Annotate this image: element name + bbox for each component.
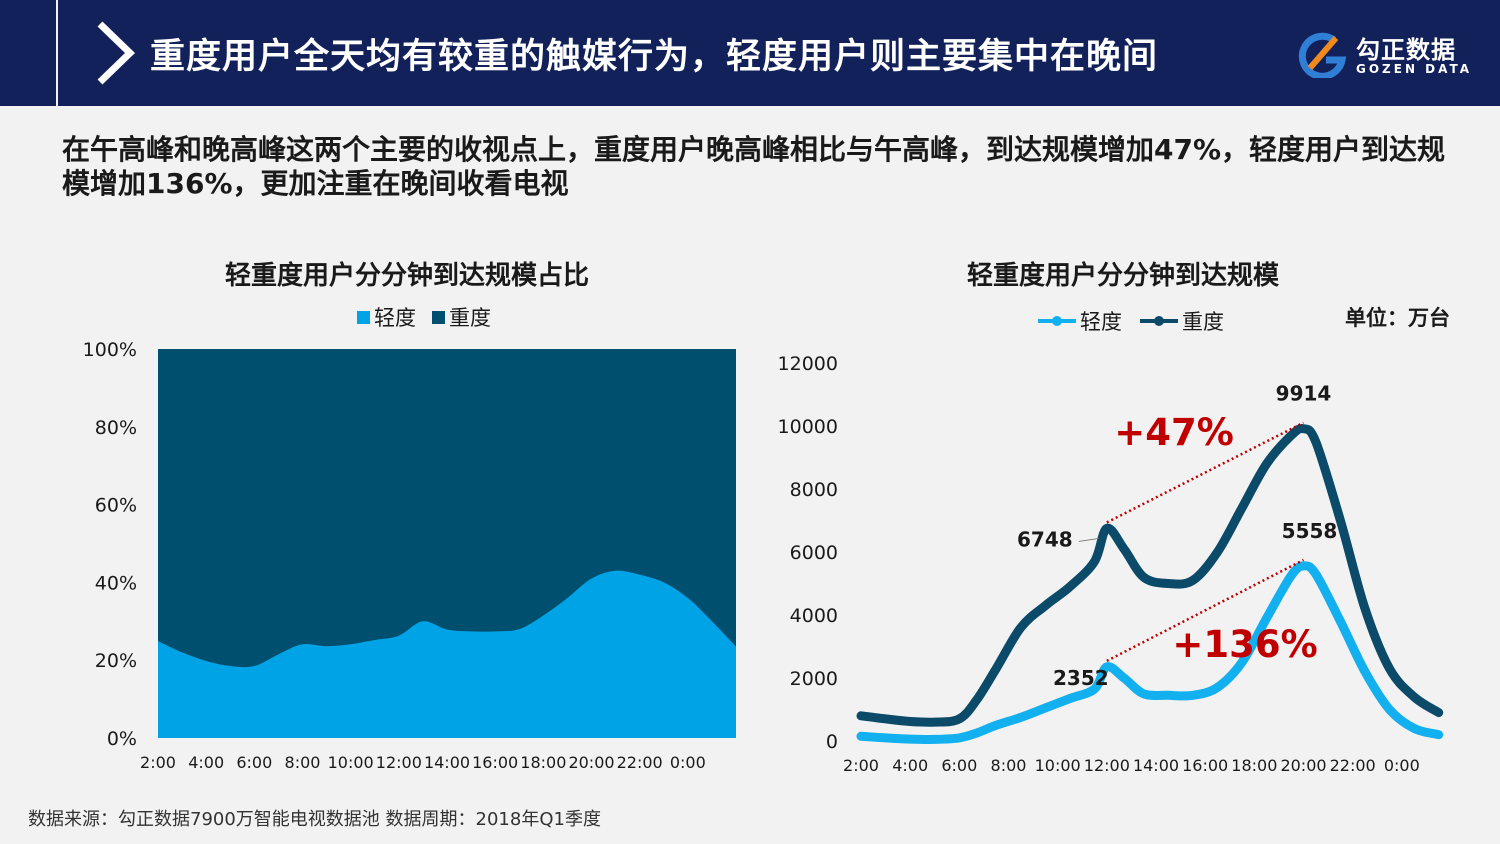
- line-series-light: [856, 561, 1444, 744]
- x-tick-label: 14:00: [1133, 756, 1179, 775]
- legend-label-light: 轻度: [374, 306, 416, 330]
- legend-line-light: [1038, 316, 1076, 326]
- y-tick-label: 2000: [790, 668, 838, 690]
- right-chart-title: 轻重度用户分分钟到达规模: [967, 261, 1280, 291]
- y-tick-label: 0: [826, 731, 838, 753]
- data-point-label: 5558: [1282, 519, 1338, 543]
- right-chart-legend: 轻度 重度: [1036, 306, 1240, 336]
- x-tick-label: 12:00: [376, 753, 422, 772]
- x-tick-label: 22:00: [617, 753, 663, 772]
- header-banner: 重度用户全天均有较重的触媒行为，轻度用户则主要集中在晚间 勾正数据 GOZEN …: [0, 0, 1500, 106]
- x-tick-label: 2:00: [140, 753, 176, 772]
- area-light: [158, 570, 736, 738]
- data-point-label: 6748: [1017, 527, 1073, 551]
- y-tick-label: 40%: [95, 572, 137, 594]
- x-tick-label: 10:00: [1035, 756, 1081, 775]
- y-tick-label: 6000: [790, 542, 838, 564]
- y-tick-label: 60%: [95, 495, 137, 517]
- legend-item-heavy: 重度: [432, 302, 491, 332]
- x-tick-label: 18:00: [1231, 756, 1277, 775]
- left-area-chart: 0%20%40%60%80%100%2:00 4:00 6:00 8:00 10:00 1…: [83, 339, 736, 772]
- y-tick-label: 100%: [83, 339, 137, 361]
- left-chart-legend: 轻度 重度: [357, 302, 507, 332]
- data-point-label: 2352: [1053, 666, 1109, 690]
- company-logo: 勾正数据 GOZEN DATA: [1292, 28, 1482, 80]
- x-tick-label: 6:00: [236, 753, 272, 772]
- x-tick-label: 18:00: [520, 753, 566, 772]
- label-leader-line: [1078, 537, 1099, 542]
- y-tick-label: 20%: [95, 650, 137, 672]
- growth-percent-label: +136%: [1172, 623, 1317, 666]
- legend-label-heavy-line: 重度: [1182, 310, 1224, 334]
- left-chart-title: 轻重度用户分分钟到达规模占比: [225, 261, 590, 291]
- y-tick-label: 0%: [107, 728, 137, 750]
- x-tick-label: 12:00: [1084, 756, 1130, 775]
- x-tick-label: 20:00: [568, 753, 614, 772]
- logo-chinese-text: 勾正数据: [1356, 36, 1456, 64]
- y-tick-label: 10000: [778, 416, 838, 438]
- legend-label-light-line: 轻度: [1080, 310, 1122, 334]
- x-tick-label: 4:00: [188, 753, 224, 772]
- x-tick-label: 16:00: [472, 753, 518, 772]
- x-tick-label: 14:00: [424, 753, 470, 772]
- legend-swatch-heavy: [432, 310, 445, 324]
- y-tick-label: 12000: [778, 353, 838, 375]
- legend-item-heavy-line: 重度: [1138, 306, 1224, 336]
- x-tick-label: 8:00: [991, 756, 1027, 775]
- x-tick-label: 2:00: [843, 756, 879, 775]
- gozen-logo-icon: [1298, 32, 1347, 78]
- chevron-right-icon: [97, 21, 136, 85]
- data-source-note: 数据来源：勾正数据7900万智能电视数据池 数据周期：2018年Q1季度: [28, 809, 601, 830]
- logo-english-text: GOZEN DATA: [1356, 62, 1473, 76]
- x-tick-label: 0:00: [1384, 756, 1420, 775]
- growth-percent-label: +47%: [1114, 411, 1234, 454]
- legend-item-light-line: 轻度: [1036, 306, 1122, 336]
- unit-label: 单位：万台: [1345, 306, 1450, 330]
- y-tick-label: 8000: [790, 479, 838, 501]
- data-point-label: 9914: [1276, 382, 1332, 406]
- legend-line-heavy: [1140, 316, 1178, 326]
- y-tick-label: 80%: [95, 417, 137, 439]
- x-tick-label: 6:00: [941, 756, 977, 775]
- x-tick-label: 20:00: [1280, 756, 1326, 775]
- x-tick-label: 16:00: [1182, 756, 1228, 775]
- header-left-strip: [0, 0, 58, 106]
- x-tick-label: 4:00: [892, 756, 928, 775]
- line-series-heavy: [856, 423, 1444, 727]
- legend-item-light: 轻度: [357, 302, 416, 332]
- right-line-chart: 0 2000 4000 6000 8000 10000 12000 2:00 4:00 6:00 8…: [778, 353, 1444, 775]
- x-tick-label: 8:00: [285, 753, 321, 772]
- x-tick-label: 22:00: [1330, 756, 1376, 775]
- key-finding-text: 在午高峰和晚高峰这两个主要的收视点上，重度用户晚高峰相比与午高峰，到达规模增加4…: [62, 133, 1446, 200]
- x-tick-label: 0:00: [670, 753, 706, 772]
- y-tick-label: 4000: [790, 605, 838, 627]
- legend-label-heavy: 重度: [449, 306, 491, 330]
- legend-swatch-light: [357, 310, 370, 324]
- growth-dotted-line: [1106, 421, 1305, 524]
- growth-dotted-line: [1106, 558, 1305, 663]
- x-tick-label: 10:00: [328, 753, 374, 772]
- page-title: 重度用户全天均有较重的触媒行为，轻度用户则主要集中在晚间: [150, 37, 1159, 77]
